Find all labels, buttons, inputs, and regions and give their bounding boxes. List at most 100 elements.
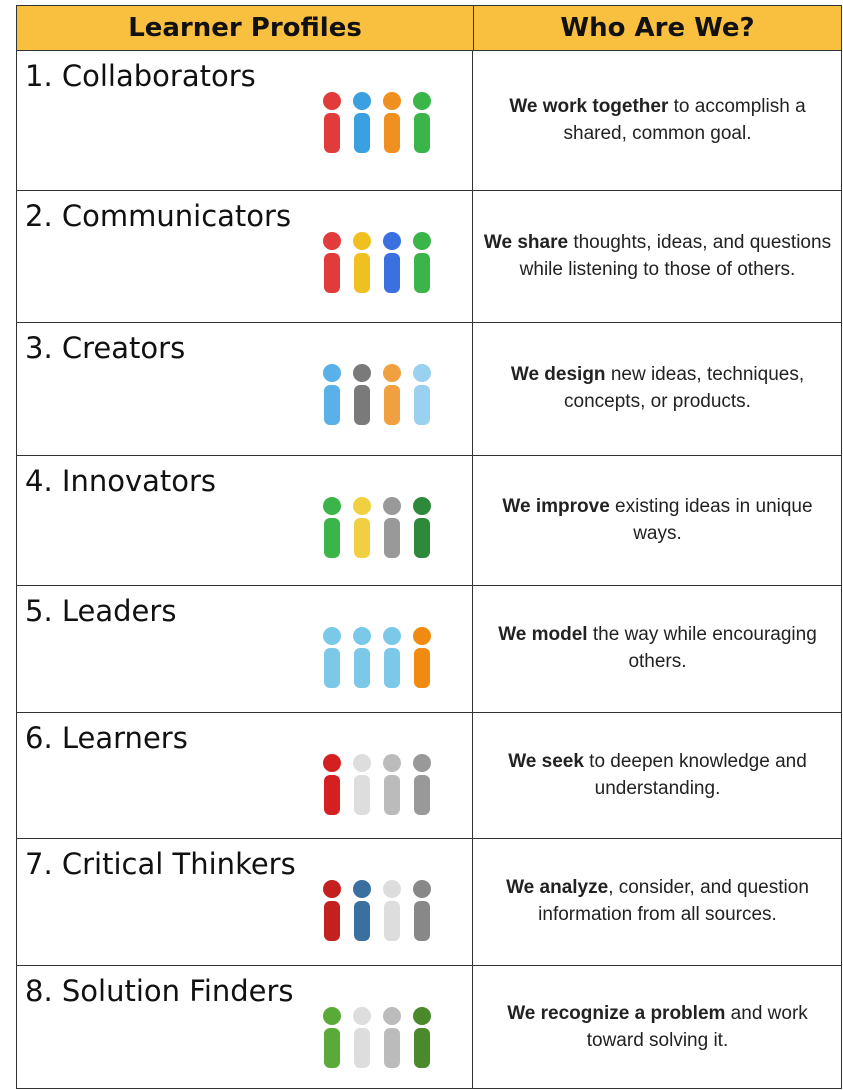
- figure-body: [324, 518, 340, 558]
- figure-body: [354, 253, 370, 293]
- figure-head: [353, 232, 371, 250]
- column-divider: [472, 51, 473, 190]
- description-bold: We work together: [509, 95, 669, 117]
- description-text: We share thoughts, ideas, and questions …: [482, 230, 833, 284]
- figure-head: [413, 1007, 431, 1025]
- profiles-table: Learner Profiles Who Are We? 1. Collabor…: [16, 5, 842, 1089]
- description-rest: to deepen knowledge and understanding.: [583, 750, 807, 799]
- description-bold: We design: [510, 364, 606, 386]
- description-bold: We recognize a problem: [507, 1002, 726, 1024]
- description-text: We seek to deepen knowledge and understa…: [482, 749, 833, 803]
- figure-body: [384, 901, 400, 941]
- description-rest: the way while encouraging others.: [587, 624, 817, 672]
- figure-head: [353, 364, 371, 382]
- figure-head: [353, 754, 371, 772]
- profile-illustration: [323, 754, 431, 815]
- figure-body: [324, 775, 340, 815]
- figure-body: [414, 385, 430, 425]
- figure-head: [323, 880, 341, 898]
- profile-name: 8. Solution Finders: [25, 974, 294, 1008]
- profile-name: 2. Communicators: [25, 199, 292, 233]
- column-divider: [472, 966, 473, 1089]
- figure-head: [323, 627, 341, 645]
- column-divider: [472, 323, 473, 455]
- figure-head: [383, 627, 401, 645]
- profile-row: 1. Collaborators We work together to acco…: [17, 51, 841, 191]
- figure-head: [383, 880, 401, 898]
- profile-name: 5. Leaders: [25, 594, 177, 628]
- figure-body: [414, 775, 430, 815]
- profile-name: 3. Creators: [25, 331, 186, 365]
- figure-body: [384, 518, 400, 558]
- description: We share thoughts, ideas, and questions …: [474, 191, 841, 322]
- profile-name: 4. Innovators: [25, 464, 217, 498]
- description-rest: to accomplish a shared, common goal.: [563, 95, 806, 144]
- description-text: We model the way while encouraging other…: [482, 622, 833, 676]
- description: We work together to accomplish a shared,…: [474, 51, 841, 190]
- figure-body: [414, 253, 430, 293]
- description: We seek to deepen knowledge and understa…: [474, 713, 841, 838]
- figure-body: [324, 113, 340, 153]
- figure-head: [383, 364, 401, 382]
- figure-head: [353, 880, 371, 898]
- figure-head: [413, 497, 431, 515]
- description: We improve existing ideas in unique ways…: [474, 456, 841, 585]
- profile-illustration: [323, 1007, 431, 1068]
- description-text: We design new ideas, techniques, concept…: [482, 362, 833, 416]
- profile-row: 8. Solution Finders We recognize a proble…: [17, 966, 841, 1089]
- figure-body: [414, 113, 430, 153]
- figure-head: [413, 754, 431, 772]
- description-text: We work together to accomplish a shared,…: [482, 94, 833, 148]
- column-divider: [472, 586, 473, 712]
- figure-head: [413, 92, 431, 110]
- description-rest: thoughts, ideas, and questions while lis…: [519, 231, 832, 280]
- figure-body: [384, 113, 400, 153]
- profile-row: 4. Innovators We improve existing ideas i…: [17, 456, 841, 586]
- description: We analyze, consider, and question infor…: [474, 839, 841, 965]
- figure-body: [324, 1028, 340, 1068]
- figure-body: [354, 648, 370, 688]
- description-rest: new ideas, techniques, concepts, or prod…: [564, 364, 805, 412]
- description-bold: We seek: [508, 750, 584, 772]
- column-divider: [472, 456, 473, 585]
- figure-body: [324, 385, 340, 425]
- profile-name: 1. Collaborators: [25, 59, 256, 93]
- figure-head: [413, 627, 431, 645]
- profile-illustration: [323, 497, 431, 558]
- figure-body: [354, 775, 370, 815]
- figure-head: [413, 880, 431, 898]
- column-divider: [472, 191, 473, 322]
- figure-head: [323, 232, 341, 250]
- profile-row: 3. Creators We design new ideas, techniqu…: [17, 323, 841, 456]
- profile-row: 5. Leaders We model the way while encoura…: [17, 586, 841, 713]
- description-text: We analyze, consider, and question infor…: [482, 875, 833, 929]
- column-divider: [472, 839, 473, 965]
- profile-illustration: [323, 232, 431, 293]
- profile-illustration: [323, 627, 431, 688]
- description-rest: and work toward solving it.: [586, 1002, 808, 1051]
- figure-body: [384, 385, 400, 425]
- description-bold: We model: [498, 624, 588, 646]
- figure-body: [324, 253, 340, 293]
- header-right: Who Are We?: [473, 6, 841, 51]
- profile-row: 6. Learners We seek to deepen knowledge a…: [17, 713, 841, 839]
- figure-head: [383, 92, 401, 110]
- profile-name: 6. Learners: [25, 721, 188, 755]
- figure-body: [324, 648, 340, 688]
- figure-head: [413, 232, 431, 250]
- figure-head: [383, 232, 401, 250]
- figure-body: [414, 648, 430, 688]
- figure-head: [353, 627, 371, 645]
- column-divider: [472, 713, 473, 838]
- profile-illustration: [323, 364, 431, 425]
- profile-row: 7. Critical Thinkers We analyze, consider…: [17, 839, 841, 966]
- figure-head: [323, 92, 341, 110]
- figure-body: [354, 1028, 370, 1068]
- figure-body: [354, 518, 370, 558]
- figure-body: [324, 901, 340, 941]
- figure-body: [354, 901, 370, 941]
- figure-head: [353, 92, 371, 110]
- figure-body: [384, 775, 400, 815]
- profile-name: 7. Critical Thinkers: [25, 847, 296, 881]
